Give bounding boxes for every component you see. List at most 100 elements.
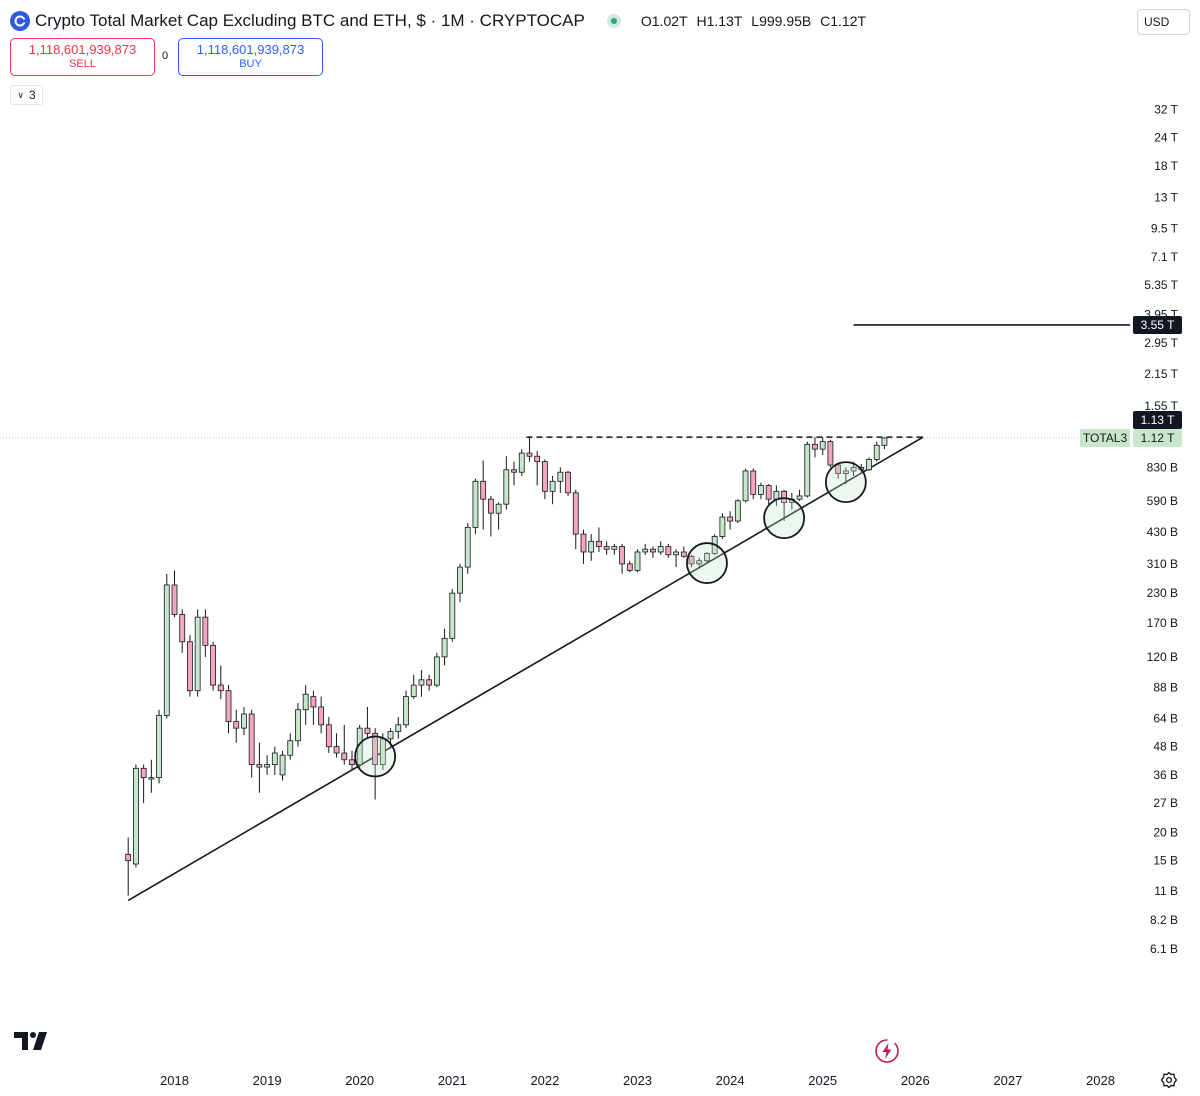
candle: [148, 759, 155, 793]
candle-body-up: [819, 441, 826, 450]
candle: [248, 709, 255, 778]
candle: [433, 652, 440, 688]
candle: [325, 716, 332, 754]
candle: [194, 609, 201, 697]
candle-body-down: [426, 679, 433, 686]
candle-body-down: [626, 563, 633, 571]
price-tick-label: 2.95 T: [1144, 336, 1178, 350]
indicators-collapse-button[interactable]: ∨ 3: [10, 85, 43, 105]
price-tick-label: 590 B: [1147, 494, 1178, 508]
highlight-circle: [354, 735, 397, 778]
chart-header: Crypto Total Market Cap Excluding BTC an…: [10, 9, 871, 33]
candle-body-down: [603, 546, 610, 550]
candle: [596, 527, 602, 552]
time-axis[interactable]: 2018 2019 2020 2021 2022 2023 2024 2025 2026 2027…: [160, 1073, 1115, 1088]
candle: [202, 609, 209, 657]
price-tick-label: 310 B: [1147, 557, 1178, 571]
price-tick-label: 2.15 T: [1144, 367, 1178, 381]
candle: [487, 495, 494, 537]
candle: [349, 750, 355, 770]
touch-circles: [354, 461, 867, 778]
series-label-bg: [1080, 429, 1130, 447]
time-tick-label: 2022: [530, 1073, 559, 1088]
time-tick-label: 2024: [716, 1073, 745, 1088]
chart-title[interactable]: Crypto Total Market Cap Excluding BTC an…: [35, 11, 585, 30]
candle-body-up: [495, 503, 502, 514]
candle: [133, 764, 139, 868]
candle: [704, 551, 710, 564]
candle: [140, 764, 147, 804]
candle-body-up: [850, 466, 857, 472]
price-axis[interactable]: 32 T24 T18 T13 T9.5 T7.1 T5.35 T3.95 T2.…: [1144, 102, 1178, 955]
sell-button[interactable]: 1,118,601,939,873 SELL: [10, 38, 155, 76]
candle-body-down: [225, 690, 232, 723]
candle: [472, 478, 479, 535]
candle-body-down: [750, 470, 757, 495]
candle: [310, 690, 317, 725]
buy-price: 1,118,601,939,873: [196, 42, 305, 57]
candle: [341, 724, 348, 765]
price-tick-label: 88 B: [1153, 680, 1178, 694]
gear-icon[interactable]: [1160, 1071, 1178, 1089]
candle: [256, 742, 263, 793]
price-tick-label: 15 B: [1153, 854, 1178, 868]
lightning-icon[interactable]: [874, 1038, 900, 1064]
candle-body-up: [295, 709, 301, 742]
candle: [742, 468, 749, 503]
candle-body-up: [148, 777, 155, 780]
candle-body-down: [596, 540, 602, 547]
candle-body-up: [156, 715, 162, 779]
candle-body-down: [487, 498, 494, 514]
candle-body-down: [256, 764, 263, 768]
high-price-badge-text: 1.13 T: [1141, 413, 1175, 427]
candle: [495, 502, 502, 530]
candle-body-down: [650, 548, 656, 553]
candle-body-down: [511, 469, 517, 473]
price-tick-label: 5.35 T: [1144, 278, 1178, 292]
candle: [233, 709, 240, 743]
candle-body-up: [611, 546, 618, 550]
price-tick-label: 36 B: [1153, 768, 1178, 782]
candle: [611, 543, 618, 555]
candle-body-up: [866, 459, 872, 471]
candle-body-down: [372, 732, 379, 765]
currency-selector[interactable]: USD: [1137, 9, 1190, 35]
price-tick-label: 24 T: [1154, 131, 1178, 145]
candle-body-up: [734, 500, 741, 522]
candle-body-down: [171, 584, 178, 615]
candle: [881, 437, 888, 450]
price-tick-label: 11 B: [1154, 884, 1178, 898]
candle-body-down: [202, 616, 209, 646]
candle-body-up: [133, 767, 139, 865]
tradingview-logo-icon[interactable]: [14, 1030, 50, 1052]
candle-body-down: [480, 480, 487, 500]
sell-price: 1,118,601,939,873: [28, 42, 137, 57]
candle: [758, 482, 764, 500]
candle: [665, 543, 672, 558]
candle: [696, 557, 703, 568]
candle-body-up: [557, 471, 564, 482]
price-tick-label: 7.1 T: [1151, 250, 1179, 264]
candle-body-down: [364, 727, 371, 734]
buy-button[interactable]: 1,118,601,939,873 BUY: [178, 38, 323, 76]
candle-body-down: [680, 551, 687, 557]
candle: [580, 529, 587, 564]
candle: [650, 546, 656, 558]
candle-body-down: [140, 767, 147, 779]
high-price-badge: 1.13 T: [1133, 411, 1182, 429]
price-tick-label: 8.2 B: [1150, 913, 1178, 927]
candle: [318, 696, 325, 734]
candle-body-up: [194, 616, 201, 692]
target-price-badge: 3.55 T: [1133, 315, 1182, 334]
market-status-icon[interactable]: [606, 14, 621, 28]
price-tick-label: 13 T: [1154, 191, 1178, 205]
candle: [387, 728, 394, 749]
candle: [842, 467, 849, 485]
target-price-badge-text: 3.55 T: [1141, 318, 1175, 332]
candle: [426, 674, 433, 691]
candle-body-down: [665, 546, 672, 556]
last-price-badge-bg: [1133, 429, 1182, 447]
candle: [457, 563, 463, 603]
candle-body-up: [696, 560, 703, 565]
